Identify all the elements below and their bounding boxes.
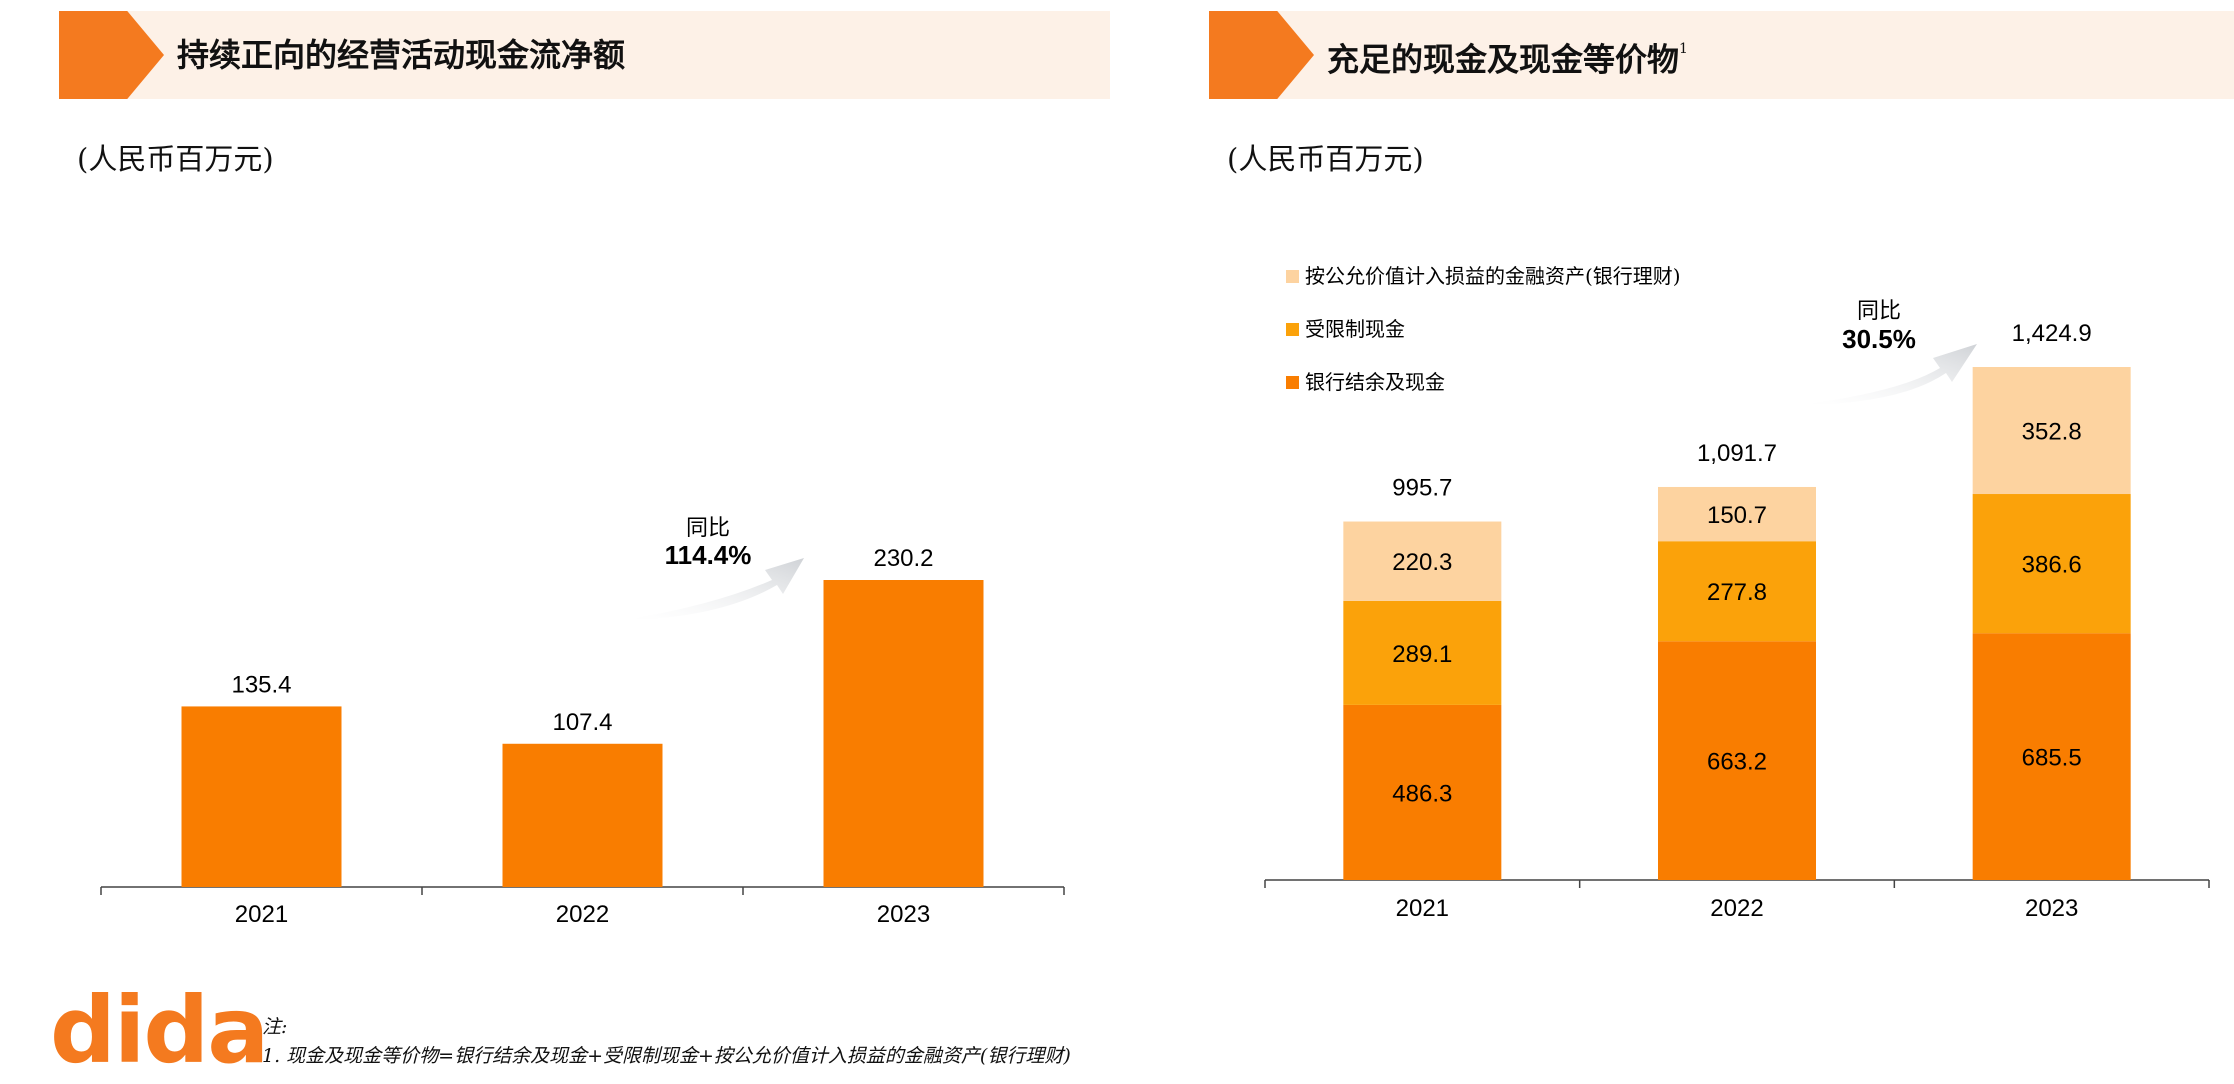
left-panel-title: 持续正向的经营活动现金流净额 — [177, 36, 626, 74]
total-value-label: 1,091.7 — [1697, 440, 1777, 467]
right-panel-header: 充足的现金及现金等价物1 — [1209, 11, 2234, 99]
segment-value-label: 352.8 — [2022, 419, 2082, 446]
note-1: 1. 现金及现金等价物=银行结余及现金+受限制现金+按公允价值计入损益的金融资产… — [262, 1045, 1071, 1067]
total-value-label: 1,424.9 — [2012, 320, 2092, 347]
bar-2023 — [823, 580, 984, 887]
segment-value-label: 289.1 — [1392, 641, 1452, 668]
segment-value-label: 685.5 — [2022, 745, 2082, 772]
x-tick-label: 2022 — [556, 901, 609, 928]
left-yoy-value: 114.4% — [665, 540, 752, 570]
footnotes: 注: 1. 现金及现金等价物=银行结余及现金+受限制现金+按公允价值计入损益的金… — [262, 1013, 1071, 1071]
segment-bank-cash-2022 — [1658, 641, 1816, 880]
legend-label-restricted-cash: 受限制现金 — [1305, 317, 1405, 341]
legend-label-financial-assets: 按公允价值计入损益的金融资产(银行理财) — [1305, 264, 1681, 288]
bar-2021 — [181, 706, 342, 887]
right-unit-label: (人民币百万元) — [1227, 142, 1424, 176]
bar-value-label: 135.4 — [231, 671, 291, 698]
left-yoy-label: 同比 — [686, 516, 730, 541]
x-tick-label: 2021 — [1396, 895, 1449, 922]
right-panel-title: 充足的现金及现金等价物1 — [1327, 11, 1688, 104]
right-yoy-value: 30.5% — [1842, 324, 1916, 354]
segment-value-label: 150.7 — [1707, 502, 1767, 529]
segment-value-label: 220.3 — [1392, 549, 1452, 576]
x-tick-label: 2021 — [235, 901, 288, 928]
legend-swatch-restricted-cash — [1286, 323, 1299, 336]
bar-value-label: 230.2 — [873, 545, 933, 572]
segment-value-label: 386.6 — [2022, 552, 2082, 579]
right-yoy-label: 同比 — [1857, 299, 1901, 324]
legend-swatch-bank-cash — [1286, 376, 1299, 389]
right-stacked-bar-chart: 486.3 289.1 220.3 995.7 2021 663.2 277.8 150.7 1… — [1264, 320, 2210, 922]
segment-value-label: 277.8 — [1707, 579, 1767, 606]
left-panel-header: 持续正向的经营活动现金流净额 — [59, 11, 1110, 99]
right-legend: 按公允价值计入损益的金融资产(银行理财) 受限制现金 银行结余及现金 — [1286, 264, 1681, 394]
segment-restricted-cash-2023 — [1972, 494, 2131, 634]
dida-logo: dida — [50, 977, 269, 1084]
segment-bank-cash-2021 — [1343, 704, 1502, 880]
segment-financial-assets-2023 — [1972, 367, 2131, 495]
right-panel-title-text: 充足的现金及现金等价物 — [1327, 40, 1680, 79]
segment-restricted-cash-2022 — [1658, 541, 1816, 642]
note-label: 注: — [262, 1016, 288, 1038]
segment-value-label: 486.3 — [1392, 780, 1452, 807]
segment-financial-assets-2021 — [1343, 521, 1502, 601]
footnote-marker: 1 — [1679, 41, 1688, 57]
total-value-label: 995.7 — [1392, 475, 1452, 502]
left-unit-label: (人民币百万元) — [77, 142, 274, 176]
left-bar-chart: 135.4 2021 107.4 2022 230.2 2023 — [100, 545, 1065, 928]
x-tick-label: 2022 — [1710, 895, 1763, 922]
bar-2022 — [502, 743, 663, 887]
segment-financial-assets-2022 — [1658, 486, 1816, 542]
segment-restricted-cash-2021 — [1343, 600, 1502, 705]
left-growth-arrow-icon — [625, 558, 804, 620]
right-growth-arrow-icon — [1800, 344, 1977, 405]
segment-value-label: 663.2 — [1707, 749, 1767, 776]
legend-label-bank-cash: 银行结余及现金 — [1305, 370, 1445, 394]
legend-swatch-financial-assets — [1286, 270, 1299, 283]
x-tick-label: 2023 — [877, 901, 930, 928]
bar-value-label: 107.4 — [552, 709, 612, 736]
segment-bank-cash-2023 — [1972, 633, 2131, 880]
x-tick-label: 2023 — [2025, 895, 2078, 922]
